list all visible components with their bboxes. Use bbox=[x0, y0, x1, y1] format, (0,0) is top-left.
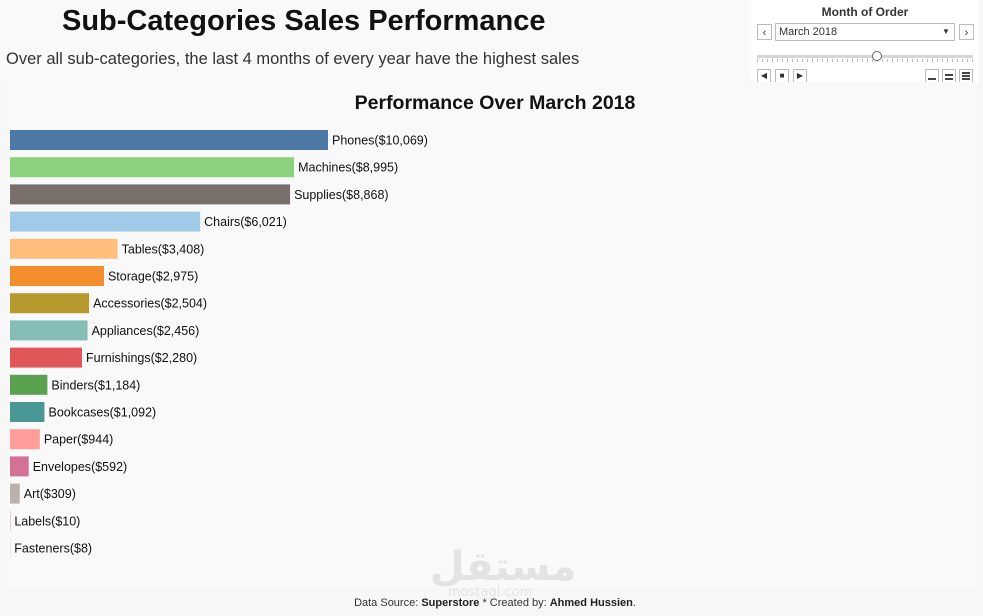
chart-title: Performance Over March 2018 bbox=[354, 92, 636, 114]
bar-label-paper: Paper($944) bbox=[44, 433, 114, 447]
bar-value-accessories: ($2,504) bbox=[160, 297, 207, 311]
bar-category-furnishings: Furnishings bbox=[86, 351, 151, 365]
bar-furnishings[interactable] bbox=[10, 347, 83, 368]
bar-category-storage: Storage bbox=[108, 270, 152, 284]
bar-phones[interactable] bbox=[10, 130, 328, 150]
bar-category-appliances: Appliances bbox=[92, 324, 153, 338]
bar-label-supplies: Supplies($8,868) bbox=[294, 188, 389, 202]
filter-title: Month of Order bbox=[821, 5, 909, 19]
bar-category-bookcases: Bookcases bbox=[48, 406, 109, 420]
month-slider-thumb[interactable] bbox=[872, 51, 882, 61]
watermark-latin: mostaql.com bbox=[447, 585, 533, 600]
month-dropdown-value: March 2018 bbox=[779, 26, 838, 38]
bar-accessories[interactable] bbox=[10, 293, 90, 314]
caret-down-icon[interactable]: ▼ bbox=[942, 27, 950, 36]
bar-binders[interactable] bbox=[10, 374, 48, 395]
bar-paper[interactable] bbox=[10, 429, 40, 450]
page-subtitle: Over all sub-categories, the last 4 mont… bbox=[6, 50, 580, 68]
footer-suffix: . bbox=[632, 597, 636, 609]
footer-author: Ahmed Hussien bbox=[549, 597, 633, 609]
bar-category-art: Art bbox=[24, 487, 41, 501]
bar-label-bookcases: Bookcases($1,092) bbox=[48, 406, 156, 420]
watermark-arabic: مستقل bbox=[430, 544, 577, 590]
bar-envelopes[interactable] bbox=[10, 456, 29, 477]
bar-chart: Phones($10,069)Machines($8,995)Supplies(… bbox=[10, 130, 428, 558]
chevron-left-icon[interactable]: ‹ bbox=[757, 24, 772, 40]
bar-bookcases[interactable] bbox=[10, 402, 45, 422]
bar-label-appliances: Appliances($2,456) bbox=[92, 324, 200, 338]
bar-value-storage: ($2,975) bbox=[152, 270, 199, 284]
bar-category-fasteners: Fasteners bbox=[14, 542, 70, 556]
bar-category-envelopes: Envelopes bbox=[33, 460, 91, 474]
month-slider-track[interactable] bbox=[757, 55, 973, 58]
dashboard-header: Sub-Categories Sales Performance Over al… bbox=[0, 0, 750, 78]
bar-label-accessories: Accessories($2,504) bbox=[93, 297, 207, 311]
footer-middle: * Created by: bbox=[479, 597, 550, 609]
bar-value-machines: ($8,995) bbox=[352, 161, 399, 175]
bar-value-labels: ($10) bbox=[51, 514, 80, 528]
bar-category-labels: Labels bbox=[14, 514, 51, 528]
bar-category-machines: Machines bbox=[298, 161, 352, 175]
bar-label-envelopes: Envelopes($592) bbox=[33, 460, 128, 474]
bar-value-supplies: ($8,868) bbox=[342, 188, 389, 202]
bar-category-paper: Paper bbox=[44, 433, 77, 447]
bar-label-chairs: Chairs($6,021) bbox=[204, 215, 287, 229]
month-filter-panel: Month of Order ‹ March 2018 ▼ › ◀ ■ ▶ bbox=[751, 0, 979, 86]
page-title: Sub-Categories Sales Performance bbox=[62, 5, 546, 37]
bar-value-appliances: ($2,456) bbox=[153, 324, 200, 338]
bar-category-supplies: Supplies bbox=[294, 188, 342, 202]
bar-art[interactable] bbox=[10, 483, 20, 504]
bar-category-phones: Phones bbox=[332, 134, 374, 148]
bar-value-paper: ($944) bbox=[77, 433, 113, 447]
bar-value-bookcases: ($1,092) bbox=[110, 406, 157, 420]
bar-label-phones: Phones($10,069) bbox=[332, 134, 428, 148]
footer-prefix: Data Source: bbox=[354, 597, 422, 609]
bar-label-furnishings: Furnishings($2,280) bbox=[86, 351, 197, 365]
watermark: مستقل mostaql.com bbox=[430, 544, 577, 600]
footer-source: Superstore bbox=[421, 597, 480, 609]
bar-label-binders: Binders($1,184) bbox=[51, 378, 140, 392]
bar-value-tables: ($3,408) bbox=[158, 242, 205, 256]
bar-appliances[interactable] bbox=[10, 320, 88, 341]
bar-value-envelopes: ($592) bbox=[91, 460, 127, 474]
bar-value-binders: ($1,184) bbox=[94, 378, 141, 392]
bar-value-furnishings: ($2,280) bbox=[151, 351, 198, 365]
bar-value-art: ($309) bbox=[40, 487, 76, 501]
bar-label-art: Art($309) bbox=[24, 487, 76, 501]
bar-category-accessories: Accessories bbox=[93, 297, 160, 311]
bar-storage[interactable] bbox=[10, 266, 104, 286]
bar-tables[interactable] bbox=[10, 238, 118, 259]
chevron-right-icon[interactable]: › bbox=[959, 24, 974, 40]
bar-value-phones: ($10,069) bbox=[374, 134, 428, 148]
bar-label-machines: Machines($8,995) bbox=[298, 161, 398, 175]
bar-value-chairs: ($6,021) bbox=[240, 215, 287, 229]
bar-label-fasteners: Fasteners($8) bbox=[14, 542, 92, 556]
month-dropdown[interactable]: March 2018 ▼ bbox=[775, 23, 955, 41]
month-slider-ticks bbox=[757, 59, 973, 62]
bar-label-labels: Labels($10) bbox=[14, 514, 80, 528]
bar-label-storage: Storage($2,975) bbox=[108, 270, 198, 284]
bar-category-binders: Binders bbox=[51, 378, 93, 392]
bar-category-chairs: Chairs bbox=[204, 215, 240, 229]
bar-supplies[interactable] bbox=[10, 184, 291, 205]
footer-credits: Data Source: Superstore * Created by: Ah… bbox=[0, 597, 983, 609]
bar-label-tables: Tables($3,408) bbox=[122, 242, 205, 256]
bar-value-fasteners: ($8) bbox=[70, 542, 92, 556]
bar-machines[interactable] bbox=[10, 157, 295, 178]
bar-category-tables: Tables bbox=[122, 242, 158, 256]
bar-chairs[interactable] bbox=[10, 211, 201, 232]
